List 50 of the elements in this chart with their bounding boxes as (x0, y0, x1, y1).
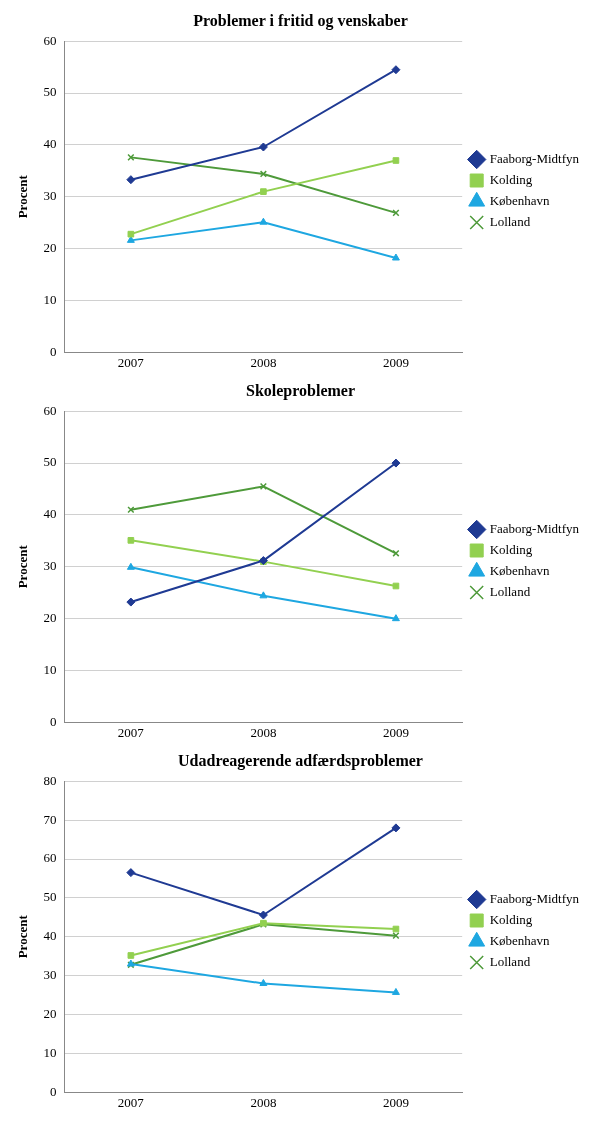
y-tick-label: 40 (43, 928, 57, 944)
y-tick-label: 20 (43, 1006, 57, 1022)
x-tick-label: 2007 (117, 1094, 145, 1110)
legend-label: København (489, 932, 551, 948)
chart-title: Udadreagerende adfærdsproblemer (178, 751, 423, 770)
y-tick-label: 0 (50, 1083, 57, 1099)
x-tick-label: 2009 (382, 724, 409, 740)
y-axis-title: Procent (15, 544, 31, 589)
y-tick-label: 0 (50, 713, 57, 729)
y-tick-label: 60 (43, 850, 57, 866)
x-tick-label: 2007 (117, 724, 145, 740)
x-tick-label: 2008 (250, 354, 277, 370)
legend-label: Faaborg-Midtfyn (489, 150, 580, 166)
y-tick-label: 50 (43, 84, 57, 100)
y-tick-label: 30 (43, 558, 57, 574)
legend-label: Lolland (489, 953, 531, 969)
x-tick-label: 2008 (250, 724, 277, 740)
y-tick-label: 50 (43, 889, 57, 905)
legend-label: Kolding (489, 541, 533, 557)
legend-label: København (489, 562, 551, 578)
y-tick-label: 40 (43, 506, 57, 522)
legend-label: Lolland (489, 213, 531, 229)
legend-label: Faaborg-Midtfyn (489, 890, 580, 906)
y-tick-label: 30 (43, 188, 57, 204)
legend-label: Faaborg-Midtfyn (489, 520, 580, 536)
legend-label: København (489, 192, 551, 208)
chart-title: Problemer i fritid og venskaber (193, 11, 408, 30)
y-tick-label: 70 (43, 811, 57, 827)
x-tick-label: 2009 (382, 354, 409, 370)
y-tick-label: 10 (43, 1044, 57, 1060)
y-tick-label: 50 (43, 454, 57, 470)
y-tick-label: 10 (43, 661, 57, 677)
legend-label: Kolding (489, 911, 533, 927)
y-axis-title: Procent (15, 174, 31, 219)
x-tick-label: 2009 (382, 1094, 409, 1110)
y-axis-title: Procent (15, 914, 31, 959)
y-tick-label: 10 (43, 291, 57, 307)
y-tick-label: 80 (43, 772, 57, 788)
y-tick-label: 20 (43, 240, 57, 256)
y-tick-label: 0 (50, 343, 57, 359)
x-tick-label: 2008 (250, 1094, 277, 1110)
chart-title: Skoleproblemer (245, 381, 356, 400)
legend-label: Lolland (489, 583, 531, 599)
y-tick-label: 40 (43, 136, 57, 152)
y-tick-label: 30 (43, 967, 57, 983)
y-tick-label: 60 (43, 402, 57, 418)
legend-label: Kolding (489, 171, 533, 187)
y-tick-label: 60 (43, 32, 57, 48)
x-tick-label: 2007 (117, 354, 145, 370)
y-tick-label: 20 (43, 610, 57, 626)
